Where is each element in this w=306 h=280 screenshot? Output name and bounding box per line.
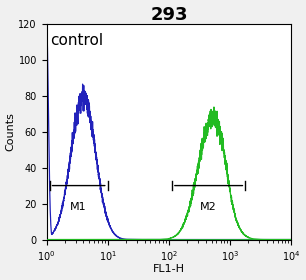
Text: control: control	[50, 33, 103, 48]
Text: M1: M1	[70, 202, 87, 212]
X-axis label: FL1-H: FL1-H	[153, 264, 185, 274]
Text: M2: M2	[200, 202, 217, 212]
Title: 293: 293	[150, 6, 188, 24]
Y-axis label: Counts: Counts	[6, 112, 16, 151]
